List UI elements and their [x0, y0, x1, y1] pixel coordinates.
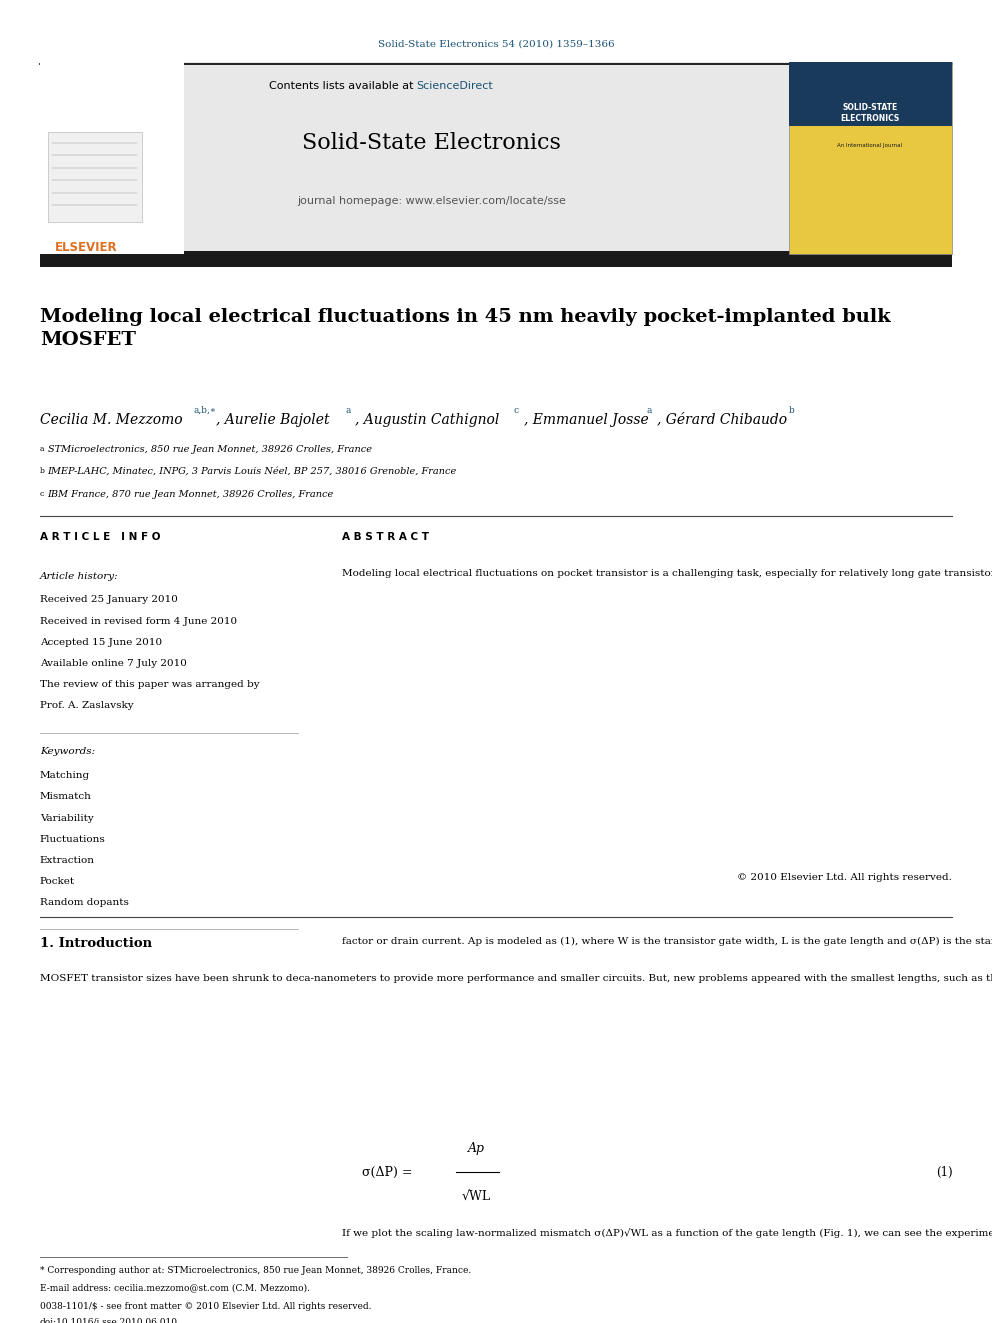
Bar [48, 132, 142, 222]
Text: σ(ΔP) =: σ(ΔP) = [362, 1166, 413, 1179]
Text: © 2010 Elsevier Ltd. All rights reserved.: © 2010 Elsevier Ltd. All rights reserved… [737, 873, 952, 882]
Text: Keywords:: Keywords: [40, 747, 95, 757]
Text: Variability: Variability [40, 814, 93, 823]
Text: If we plot the scaling law-normalized mismatch σ(ΔP)√WL as a function of the gat: If we plot the scaling law-normalized mi… [342, 1228, 992, 1238]
Text: IMEP-LAHC, Minatec, INPG, 3 Parvis Louis Néel, BP 257, 38016 Grenoble, France: IMEP-LAHC, Minatec, INPG, 3 Parvis Louis… [48, 467, 457, 476]
Text: factor or drain current. Ap is modeled as (1), where W is the transistor gate wi: factor or drain current. Ap is modeled a… [342, 937, 992, 946]
Text: An International Journal: An International Journal [837, 143, 903, 148]
Text: Mismatch: Mismatch [40, 792, 91, 802]
Text: c: c [40, 490, 44, 497]
Text: b: b [789, 406, 795, 415]
Text: SOLID-STATE
ELECTRONICS: SOLID-STATE ELECTRONICS [840, 103, 900, 123]
Text: Pocket: Pocket [40, 877, 74, 886]
Text: Random dopants: Random dopants [40, 898, 129, 908]
Text: a: a [40, 445, 45, 452]
Text: E-mail address: cecilia.mezzomo@st.com (C.M. Mezzomo).: E-mail address: cecilia.mezzomo@st.com (… [40, 1283, 310, 1293]
Text: MOSFET transistor sizes have been shrunk to deca-nanometers to provide more perf: MOSFET transistor sizes have been shrunk… [40, 974, 992, 983]
Text: Contents lists available at: Contents lists available at [269, 81, 417, 91]
Text: c: c [514, 406, 519, 415]
Text: Prof. A. Zaslavsky: Prof. A. Zaslavsky [40, 701, 133, 710]
Text: a: a [345, 406, 350, 415]
Text: Ap: Ap [467, 1142, 485, 1155]
Text: , Aurelie Bajolet: , Aurelie Bajolet [216, 413, 330, 427]
Text: Solid-State Electronics 54 (2010) 1359–1366: Solid-State Electronics 54 (2010) 1359–1… [378, 40, 614, 48]
Text: Solid-State Electronics: Solid-State Electronics [303, 132, 560, 153]
Text: * Corresponding author at: STMicroelectronics, 850 rue Jean Monnet, 38926 Crolle: * Corresponding author at: STMicroelectr… [40, 1266, 471, 1275]
Text: , Emmanuel Josse: , Emmanuel Josse [524, 413, 649, 427]
Text: STMicroelectronics, 850 rue Jean Monnet, 38926 Crolles, France: STMicroelectronics, 850 rue Jean Monnet,… [48, 445, 372, 454]
Text: A R T I C L E   I N F O: A R T I C L E I N F O [40, 532, 160, 542]
Text: Matching: Matching [40, 771, 90, 781]
Text: √WL: √WL [461, 1189, 491, 1203]
Text: Modeling local electrical fluctuations on pocket transistor is a challenging tas: Modeling local electrical fluctuations o… [342, 569, 992, 578]
Text: Article history:: Article history: [40, 572, 118, 581]
Bar [789, 62, 952, 126]
Text: , Augustin Cathignol: , Augustin Cathignol [355, 413, 500, 427]
Text: 0038-1101/$ - see front matter © 2010 Elsevier Ltd. All rights reserved.: 0038-1101/$ - see front matter © 2010 El… [40, 1302, 371, 1311]
Text: Fluctuations: Fluctuations [40, 835, 105, 844]
Text: journal homepage: www.elsevier.com/locate/sse: journal homepage: www.elsevier.com/locat… [297, 196, 566, 206]
Text: , Gérard Chibaudo: , Gérard Chibaudo [657, 413, 787, 427]
Text: A B S T R A C T: A B S T R A C T [342, 532, 430, 542]
Text: ScienceDirect: ScienceDirect [417, 81, 493, 91]
Bar [40, 62, 184, 254]
Text: ELSEVIER: ELSEVIER [55, 241, 118, 254]
Text: a,b,∗: a,b,∗ [193, 406, 216, 415]
Text: Modeling local electrical fluctuations in 45 nm heavily pocket-implanted bulk
MO: Modeling local electrical fluctuations i… [40, 308, 890, 349]
Bar [40, 251, 952, 267]
Text: Extraction: Extraction [40, 856, 94, 865]
Text: IBM France, 870 rue Jean Monnet, 38926 Crolles, France: IBM France, 870 rue Jean Monnet, 38926 C… [48, 490, 334, 499]
Text: 1. Introduction: 1. Introduction [40, 937, 152, 950]
Text: Cecilia M. Mezzomo: Cecilia M. Mezzomo [40, 413, 183, 427]
Text: Accepted 15 June 2010: Accepted 15 June 2010 [40, 638, 162, 647]
Text: Received 25 January 2010: Received 25 January 2010 [40, 595, 178, 605]
Text: (1): (1) [935, 1166, 952, 1179]
Text: Available online 7 July 2010: Available online 7 July 2010 [40, 659, 186, 668]
Text: b: b [40, 467, 45, 475]
Text: Received in revised form 4 June 2010: Received in revised form 4 June 2010 [40, 617, 237, 626]
Text: a: a [647, 406, 652, 415]
Bar [789, 62, 952, 254]
Text: doi:10.1016/j.sse.2010.06.010: doi:10.1016/j.sse.2010.06.010 [40, 1318, 178, 1323]
Text: The review of this paper was arranged by: The review of this paper was arranged by [40, 680, 259, 689]
Bar [40, 62, 952, 254]
